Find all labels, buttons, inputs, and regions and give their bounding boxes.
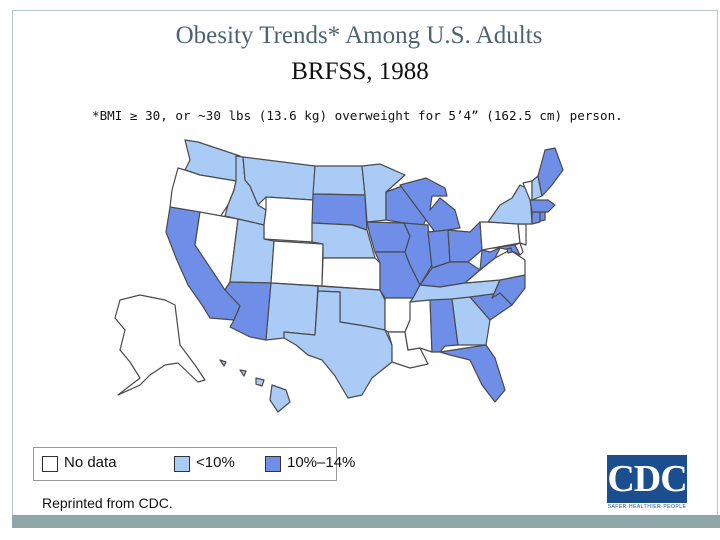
state-wv — [479, 247, 501, 271]
title-line-2: BRFSS, 1988 — [291, 58, 429, 85]
state-co — [270, 240, 324, 287]
legend-swatch-10-14 — [265, 456, 281, 472]
bottom-bar — [12, 515, 720, 528]
cdc-logo-text: CDC — [607, 455, 688, 503]
state-tx — [283, 290, 393, 399]
state-hi-big-island — [269, 384, 291, 413]
legend-label-no-data: No data — [64, 454, 117, 471]
state-hi — [219, 359, 227, 367]
state-hi-oahu — [239, 369, 247, 377]
state-ri — [539, 211, 546, 222]
state-ks — [321, 257, 381, 291]
state-nm — [265, 282, 319, 341]
state-mi — [399, 177, 461, 233]
bmi-footnote: *BMI ≥ 30, or ~30 lbs (13.6 kg) overweig… — [92, 108, 623, 123]
title-line-1: Obesity Trends* Among U.S. Adults — [175, 22, 543, 49]
state-ak — [114, 294, 206, 396]
state-ma — [529, 199, 556, 213]
state-ct — [531, 211, 541, 225]
legend-swatch-lt10 — [174, 456, 190, 472]
state-ny — [487, 184, 533, 225]
state-ia — [366, 221, 411, 253]
state-ga — [451, 296, 491, 346]
credit-text: Reprinted from CDC. — [42, 495, 173, 511]
cdc-logo-tagline: SAFER·HEALTHIER·PEOPLE — [607, 504, 687, 510]
state-wy — [263, 196, 314, 243]
state-fl — [439, 344, 506, 403]
map-legend: No data <10% 10%–14% — [33, 447, 355, 481]
state-dc — [506, 247, 513, 254]
state-me — [537, 147, 564, 197]
cdc-logo: CDC SAFER·HEALTHIER·PEOPLE — [607, 455, 688, 515]
state-in — [427, 229, 451, 269]
legend-label-lt10: <10% — [196, 454, 235, 471]
legend-swatch-no-data — [42, 456, 58, 472]
state-hi-maui — [255, 377, 265, 387]
state-nd — [312, 165, 366, 196]
legend-label-10-14: 10%–14% — [287, 454, 356, 471]
